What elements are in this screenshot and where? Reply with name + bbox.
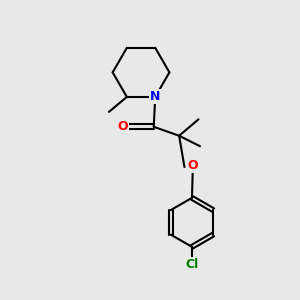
Text: O: O	[118, 120, 128, 133]
Text: O: O	[188, 159, 198, 172]
Text: N: N	[150, 90, 160, 104]
Text: Cl: Cl	[185, 258, 199, 271]
